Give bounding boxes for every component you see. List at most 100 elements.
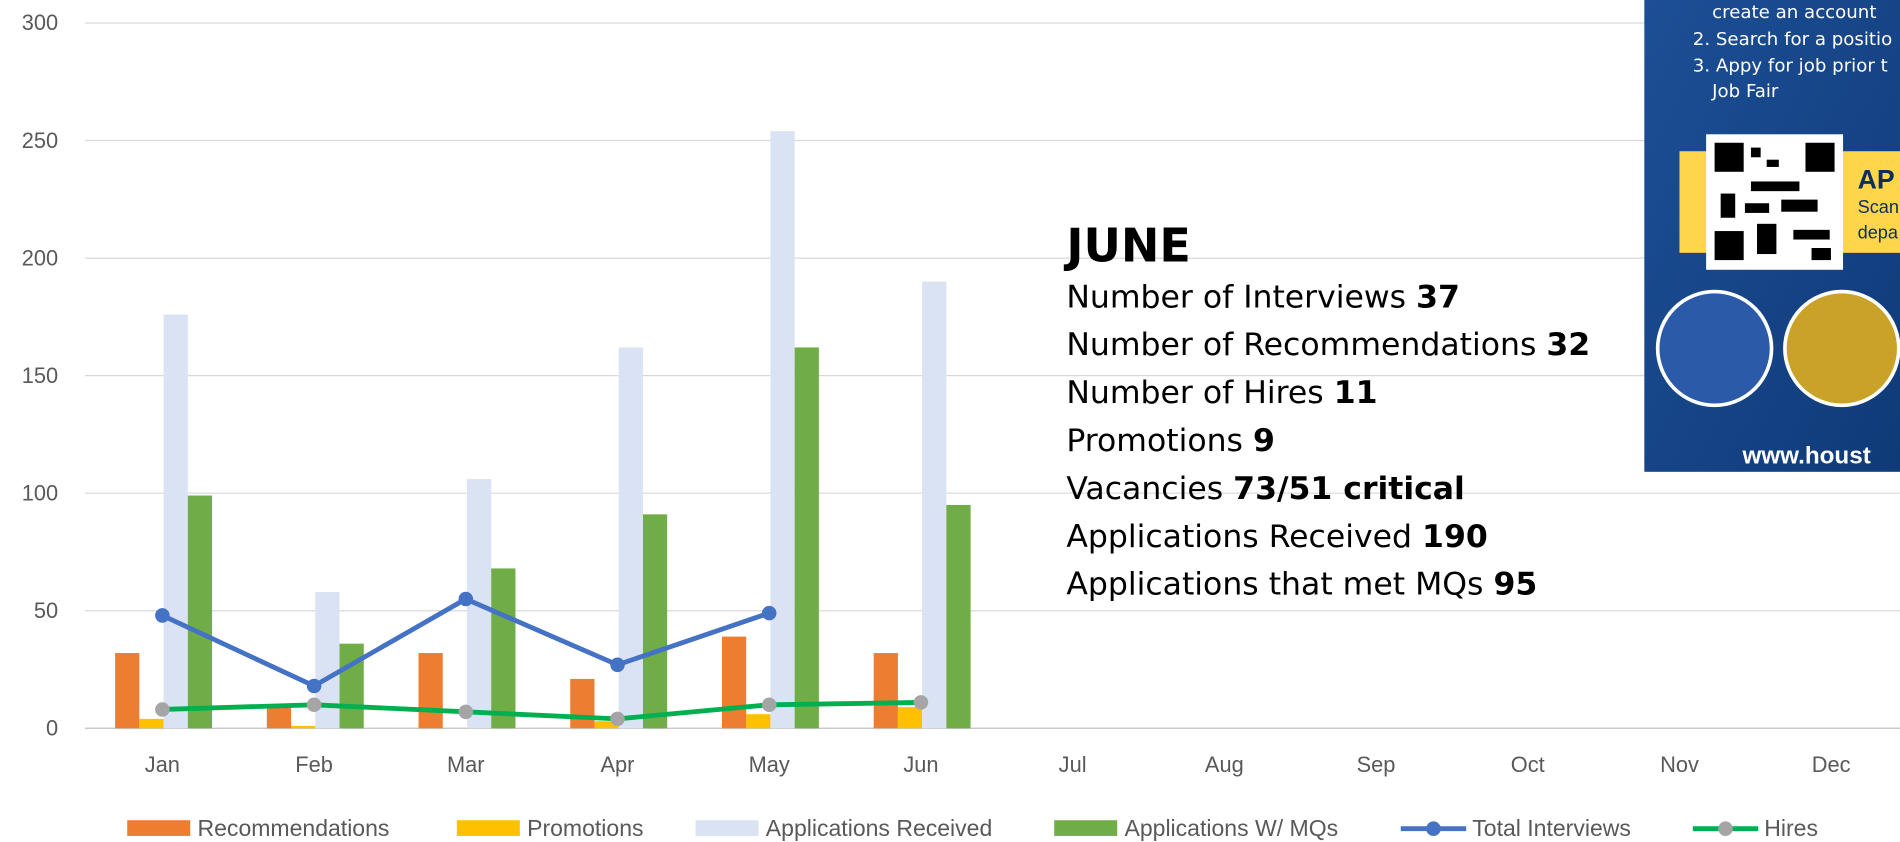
line-point — [459, 705, 474, 720]
legend-swatch — [1718, 821, 1733, 836]
summary-row: Number of Recommendations 32 — [1066, 327, 1590, 363]
row-label: Promotions — [1066, 423, 1243, 459]
line-point — [307, 679, 322, 694]
bar — [291, 726, 315, 728]
row-value: 11 — [1334, 375, 1378, 411]
x-tick-label: May — [749, 752, 790, 777]
legend-label: Applications Received — [766, 815, 992, 841]
bar — [267, 707, 291, 728]
poster-step: create an account — [1712, 2, 1876, 23]
line-point — [762, 698, 777, 713]
y-tick-label: 100 — [22, 480, 58, 505]
line-point — [155, 702, 170, 717]
row-value: 37 — [1416, 279, 1460, 315]
x-tick-label: Sep — [1357, 752, 1396, 777]
summary-row: Applications Received 190 — [1066, 519, 1487, 555]
x-tick-label: Apr — [601, 752, 635, 777]
bar — [946, 505, 970, 728]
line-point — [610, 658, 625, 673]
y-tick-label: 50 — [34, 598, 58, 623]
bar — [619, 347, 643, 728]
bar — [722, 637, 746, 729]
bar — [643, 514, 667, 728]
row-label: Number of Recommendations — [1066, 327, 1536, 363]
x-tick-label: Aug — [1205, 752, 1244, 777]
bar — [795, 347, 819, 728]
bar — [874, 653, 898, 728]
line-point — [459, 592, 474, 607]
seal — [1658, 292, 1772, 406]
line-point — [762, 606, 777, 621]
page: {"chart_data":{"type":"bar", "categories… — [0, 0, 1900, 842]
poster-step: Job Fair — [1711, 81, 1779, 102]
summary-row: Applications that met MQs 95 — [1066, 567, 1537, 603]
bar — [898, 707, 922, 728]
row-label: Number of Hires — [1066, 375, 1323, 411]
poster-apply: AP — [1858, 165, 1895, 195]
row-value: 95 — [1494, 567, 1538, 603]
poster-step: 2. Search for a positio — [1693, 29, 1892, 50]
poster-scan: depa — [1858, 222, 1899, 242]
x-tick-label: Jun — [903, 752, 938, 777]
y-tick-label: 0 — [46, 716, 58, 741]
summary-row: Number of Interviews 37 — [1066, 279, 1460, 315]
y-tick-label: 200 — [22, 245, 58, 270]
legend-swatch — [696, 820, 759, 836]
bar — [115, 653, 139, 728]
legend-label: Recommendations — [198, 815, 390, 841]
x-tick-label: Mar — [447, 752, 485, 777]
legend-swatch — [1054, 820, 1117, 836]
bar — [139, 719, 163, 728]
bar — [419, 653, 443, 728]
row-value: 190 — [1422, 519, 1488, 555]
summary-row: Vacancies 73/51 critical — [1066, 471, 1465, 507]
line — [162, 599, 769, 686]
line-point — [610, 712, 625, 727]
legend-label: Total Interviews — [1472, 815, 1631, 841]
bar — [922, 282, 946, 729]
x-tick-label: Nov — [1660, 752, 1699, 777]
row-value: 73/51 critical — [1233, 471, 1465, 507]
row-label: Number of Interviews — [1066, 279, 1406, 315]
x-tick-label: Feb — [295, 752, 333, 777]
bar — [188, 496, 212, 729]
bar — [340, 644, 364, 729]
row-label: Applications that met MQs — [1066, 567, 1483, 603]
bar — [746, 714, 770, 728]
line-point — [914, 695, 929, 710]
summary-row: Promotions 9 — [1066, 423, 1275, 459]
poster-step: 3. Appy for job prior t — [1693, 55, 1888, 76]
legend-label: Applications W/ MQs — [1124, 815, 1338, 841]
bar — [570, 679, 594, 728]
bar — [770, 131, 794, 728]
row-value: 9 — [1253, 423, 1275, 459]
row-label: Applications Received — [1066, 519, 1412, 555]
x-tick-label: Oct — [1511, 752, 1545, 777]
poster-scan: Scan — [1858, 197, 1899, 217]
line-point — [307, 698, 322, 713]
summary-row: Number of Hires 11 — [1066, 375, 1377, 411]
poster: create an account 2. Search for a positi… — [1644, 0, 1900, 472]
bar — [491, 568, 515, 728]
legend-swatch — [1426, 821, 1441, 836]
legend-swatch — [127, 820, 190, 836]
y-tick-label: 150 — [22, 363, 58, 388]
chart: 0 50 100 150 200 250 300 Jan Feb Mar Apr May Jun Jul A… — [0, 0, 1900, 842]
y-tick-label: 300 — [22, 10, 58, 35]
legend-label: Promotions — [527, 815, 643, 841]
row-label: Vacancies — [1066, 471, 1223, 507]
row-value: 32 — [1546, 327, 1590, 363]
summary: JUNE Number of Interviews 37 Number of Re… — [1063, 218, 1590, 602]
seal — [1785, 292, 1899, 406]
bar — [164, 315, 188, 729]
poster-url: www.houst — [1741, 442, 1870, 469]
x-tick-label: Jul — [1059, 752, 1087, 777]
x-tick-label: Jan — [145, 752, 180, 777]
legend-label: Hires — [1764, 815, 1818, 841]
x-tick-label: Dec — [1812, 752, 1851, 777]
y-tick-label: 250 — [22, 128, 58, 153]
line-point — [155, 608, 170, 623]
summary-heading: JUNE — [1063, 218, 1190, 272]
plot-area: 0 50 100 150 200 250 300 Jan Feb Mar Apr May Jun Jul A… — [22, 10, 1900, 841]
legend-swatch — [457, 820, 520, 836]
